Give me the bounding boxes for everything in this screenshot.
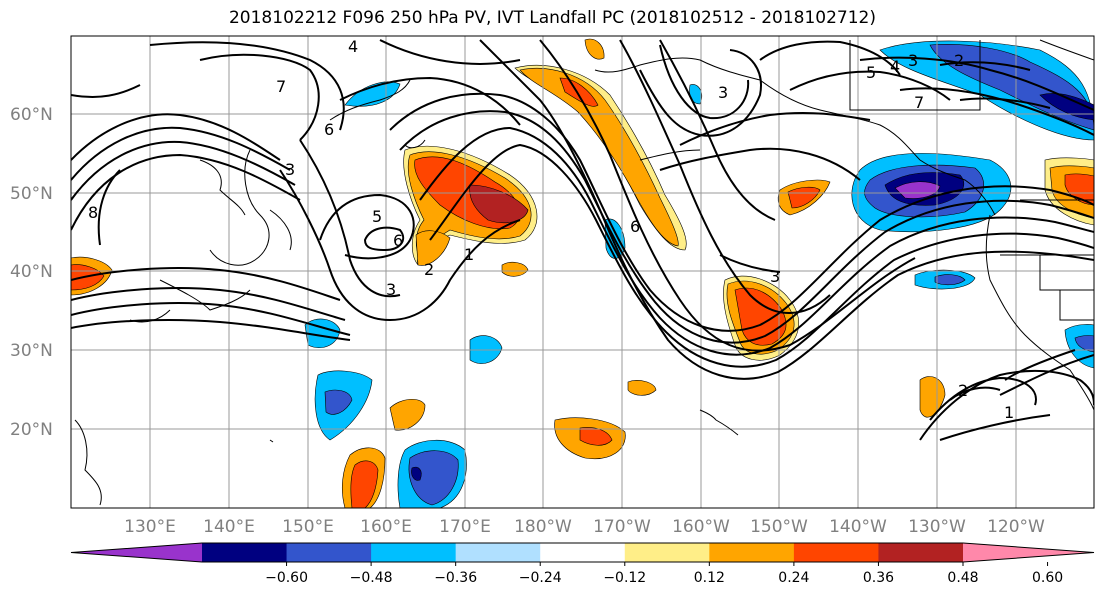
colorbar-segment: [709, 543, 795, 562]
colorbar-segment: [878, 543, 964, 562]
lat-label: 30°N: [10, 341, 53, 361]
colorbar-extend-high: [963, 543, 1094, 562]
lon-label: 170°E: [439, 517, 491, 537]
contour-label: 7: [914, 93, 924, 112]
colorbar-tick-label: −0.48: [350, 570, 393, 586]
contour-label: 4: [348, 37, 358, 56]
longitude-labels: 130°E 140°E 150°E 160°E 170°E 180°W 170°…: [124, 517, 1045, 537]
lon-label: 140°E: [203, 517, 255, 537]
colorbar-tick-label: 0.12: [694, 570, 725, 586]
colorbar-tick-label: 0.36: [863, 570, 894, 586]
contour-label: 4: [890, 57, 900, 76]
colorbar-segment: [624, 543, 710, 562]
contour-label: 1: [1004, 403, 1014, 422]
lat-label: 40°N: [10, 262, 53, 282]
contour-labels: 4 7 6 3 8 5 6 2 1 3 5 4 3 2 7 3 6 3 2 1: [88, 37, 1014, 422]
contour-label: 3: [770, 267, 780, 286]
lat-label: 60°N: [10, 105, 53, 125]
contour-label: 6: [630, 217, 640, 236]
latitude-labels: 60°N 50°N 40°N 30°N 20°N: [10, 105, 53, 440]
contour-label: 2: [954, 51, 964, 70]
lon-label: 150°E: [282, 517, 334, 537]
contour-label: 1: [464, 245, 474, 264]
contour-label: 7: [276, 77, 286, 96]
colorbar-segment: [202, 543, 288, 562]
lat-label: 50°N: [10, 184, 53, 204]
map-title: 2018102212 F096 250 hPa PV, IVT Landfall…: [228, 8, 876, 28]
colorbar-tick-label: −0.36: [434, 570, 477, 586]
contour-label: 6: [324, 120, 334, 139]
contours: [71, 39, 1094, 441]
colorbar-segment: [793, 543, 879, 562]
colorbar-segment: [455, 543, 541, 562]
colorbar-segment: [371, 543, 457, 562]
lon-label: 180°W: [514, 517, 572, 537]
contour-label: 2: [958, 381, 968, 400]
colorbar-segment: [540, 543, 626, 562]
lon-label: 140°W: [829, 517, 887, 537]
lon-label: 120°W: [987, 517, 1045, 537]
colorbar: [70, 542, 1095, 563]
contour-label: 3: [908, 51, 918, 70]
lon-label: 150°W: [750, 517, 808, 537]
contour-label: 3: [718, 83, 728, 102]
colorbar-extend-low: [71, 543, 202, 562]
contour-label: 8: [88, 203, 98, 222]
lat-label: 20°N: [10, 420, 53, 440]
lon-label: 130°W: [908, 517, 966, 537]
colorbar-segment: [286, 543, 372, 562]
colorbar-tick-label: −0.24: [519, 570, 562, 586]
colorbar-tick-label: 0.48: [947, 570, 978, 586]
colorbar-ticks: −0.60 −0.48 −0.36 −0.24 −0.12 0.12 0.24 0.36 0.4…: [265, 562, 1063, 586]
contour-label: 5: [372, 207, 382, 226]
contour-label: 6: [393, 231, 403, 250]
colorbar-tick-label: −0.12: [603, 570, 646, 586]
contour-label: 3: [285, 160, 295, 179]
contour-label: 2: [424, 260, 434, 279]
lon-label: 160°W: [672, 517, 730, 537]
lon-label: 160°E: [360, 517, 412, 537]
contour-label: 5: [866, 63, 876, 82]
colorbar-tick-label: 0.24: [778, 570, 809, 586]
lon-label: 130°E: [124, 517, 176, 537]
colorbar-outline: [70, 542, 1095, 563]
lon-label: 170°W: [593, 517, 651, 537]
colorbar-tick-label: 0.60: [1032, 570, 1063, 586]
colorbar-tick-label: −0.60: [265, 570, 308, 586]
map-frame: [70, 35, 1095, 509]
contour-label: 3: [386, 280, 396, 299]
